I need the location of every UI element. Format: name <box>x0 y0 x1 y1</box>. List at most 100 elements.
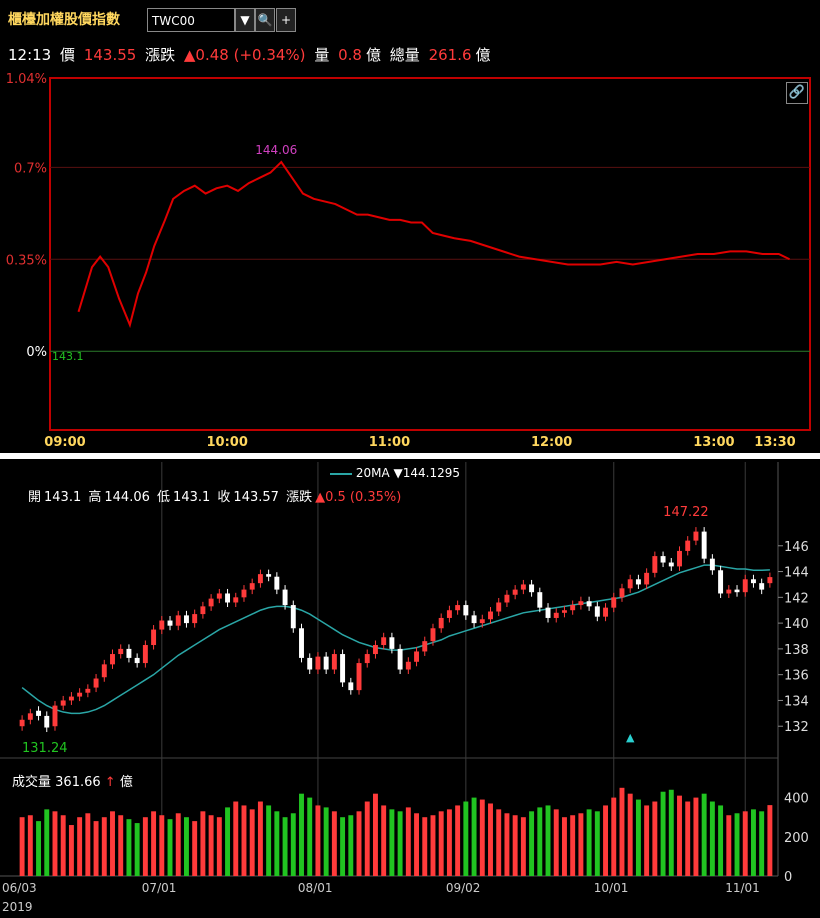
volume-bar <box>709 801 715 876</box>
base-price-label: 143.1 <box>52 350 84 363</box>
volume-tick-label: 200 <box>784 831 809 846</box>
x-tick-label: 11:00 <box>369 435 410 450</box>
candle-body <box>233 597 239 603</box>
candle-body <box>627 579 633 589</box>
candle-body <box>315 656 321 670</box>
caret-down-icon[interactable]: ▼ <box>235 8 255 32</box>
volume-bar <box>142 817 148 876</box>
volume-bar <box>627 793 633 876</box>
candle-body <box>85 688 91 693</box>
volume-bar <box>216 817 222 876</box>
volume-bar <box>496 809 502 876</box>
volume-bar <box>397 811 403 876</box>
low-value: 143.1 <box>173 490 211 505</box>
signal-marker-icon: ▲ <box>626 731 635 744</box>
volume-unit: 億 <box>365 46 381 64</box>
panel-divider <box>0 453 820 459</box>
volume-bar <box>126 819 132 876</box>
volume-bar <box>734 813 740 876</box>
ma-legend: 20MA ▼144.1295 <box>330 466 460 480</box>
volume-bar <box>167 819 173 876</box>
volume-bar <box>742 811 748 876</box>
daily-change-value: ▲0.5 (0.35%) <box>315 490 402 505</box>
volume-bar <box>200 811 206 876</box>
volume-bar <box>488 803 493 876</box>
volume-bar <box>192 821 198 876</box>
magnifier-icon[interactable]: 🔍 <box>255 8 275 32</box>
volume-bar <box>644 805 650 876</box>
candle-body <box>60 700 66 706</box>
plus-icon[interactable]: + <box>276 8 296 32</box>
volume-bar <box>299 793 304 876</box>
candle-body <box>561 610 567 613</box>
volume-bar <box>422 817 428 876</box>
volume-bar <box>68 825 74 876</box>
candle-body <box>430 628 436 642</box>
volume-bar <box>414 813 420 876</box>
x-tick-label: 13:30 <box>754 435 795 450</box>
close-label: 收 <box>217 490 231 505</box>
candle-body <box>414 651 420 662</box>
candle-body <box>167 620 173 626</box>
candle-body <box>405 661 411 670</box>
candle-body <box>619 588 625 598</box>
change-label: 漲跌 <box>145 46 176 64</box>
candle-body <box>660 556 666 563</box>
volume-bar <box>159 815 165 876</box>
volume-bar <box>274 811 280 876</box>
volume-bar <box>249 809 255 876</box>
candle-body <box>372 645 378 655</box>
volume-bar <box>677 795 682 876</box>
volume-bar <box>726 815 732 876</box>
volume-bar <box>603 805 609 876</box>
candle-body <box>274 576 280 590</box>
ma-legend-value: ▼144.1295 <box>393 466 461 480</box>
volume-bar <box>520 817 526 876</box>
volume-legend-value: 361.66 <box>55 775 101 790</box>
candle-body <box>504 594 510 603</box>
volume-bar <box>578 813 584 876</box>
x-tick-label: 07/01 <box>142 881 177 895</box>
volume-bar <box>290 813 296 876</box>
volume-bar <box>93 821 99 876</box>
link-icon[interactable]: 🔗 <box>786 82 808 104</box>
volume-legend-unit: 億 <box>119 775 133 790</box>
price-line <box>77 160 791 329</box>
candle-body <box>27 713 33 720</box>
volume-bar <box>660 791 666 876</box>
volume-bar <box>652 801 658 876</box>
low-label: 低 <box>157 490 171 505</box>
candle-body <box>348 682 354 691</box>
candle-body <box>668 562 674 567</box>
volume-bar <box>693 797 699 876</box>
candle-body <box>479 619 485 624</box>
x-tick-label: 10:00 <box>207 435 248 450</box>
y-tick-label: 140 <box>784 617 809 632</box>
plot-frame <box>49 77 811 431</box>
candle-body <box>340 654 346 683</box>
volume-bar <box>479 799 485 876</box>
symbol-input[interactable]: TWC00 <box>147 8 235 32</box>
candle-body <box>208 598 214 607</box>
candle-body <box>68 696 74 701</box>
volume-label: 量 <box>314 46 330 64</box>
candle-body <box>101 664 107 678</box>
candle-body <box>126 648 132 658</box>
x-tick-label: 09:00 <box>44 435 85 450</box>
volume-bar <box>175 813 181 876</box>
candle-body <box>389 637 395 649</box>
candle-body <box>249 583 255 590</box>
volume-bar <box>266 805 272 876</box>
candle-body <box>635 579 641 585</box>
candle-body <box>44 715 50 728</box>
volume-bar <box>750 809 756 876</box>
volume-bar <box>405 807 411 876</box>
candle-body <box>307 657 313 670</box>
candle-body <box>742 579 748 593</box>
candle-body <box>356 663 362 691</box>
volume-bar <box>504 813 510 876</box>
volume-bar <box>718 805 724 876</box>
volume-legend-arrow: ↑ <box>104 775 116 790</box>
candle-body <box>175 615 181 626</box>
